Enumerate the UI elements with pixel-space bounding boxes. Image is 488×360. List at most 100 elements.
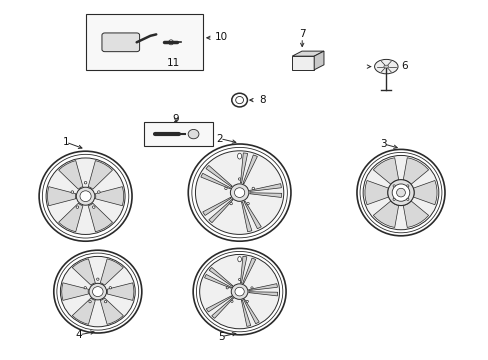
Ellipse shape xyxy=(229,202,232,205)
Ellipse shape xyxy=(188,130,199,139)
Ellipse shape xyxy=(54,250,142,333)
Ellipse shape xyxy=(238,279,240,280)
Polygon shape xyxy=(208,199,232,223)
Ellipse shape xyxy=(84,287,86,289)
Ellipse shape xyxy=(89,301,91,303)
Ellipse shape xyxy=(84,181,87,184)
Polygon shape xyxy=(209,267,232,287)
Polygon shape xyxy=(242,258,255,284)
Text: 1: 1 xyxy=(62,137,69,147)
Polygon shape xyxy=(204,274,231,288)
Polygon shape xyxy=(249,184,281,192)
Ellipse shape xyxy=(250,287,253,289)
Polygon shape xyxy=(403,201,428,228)
Ellipse shape xyxy=(245,300,248,302)
Polygon shape xyxy=(241,202,251,232)
Polygon shape xyxy=(72,298,95,324)
Ellipse shape xyxy=(383,65,388,68)
Ellipse shape xyxy=(92,206,95,208)
Ellipse shape xyxy=(80,191,91,202)
Polygon shape xyxy=(403,158,428,184)
Polygon shape xyxy=(47,186,76,206)
Ellipse shape xyxy=(406,185,408,187)
Ellipse shape xyxy=(109,287,111,289)
Ellipse shape xyxy=(89,283,106,300)
Ellipse shape xyxy=(238,178,241,180)
FancyBboxPatch shape xyxy=(102,33,140,52)
Ellipse shape xyxy=(251,187,254,190)
Ellipse shape xyxy=(237,153,241,159)
Ellipse shape xyxy=(391,184,409,201)
Polygon shape xyxy=(72,259,95,285)
Polygon shape xyxy=(88,203,112,232)
Ellipse shape xyxy=(234,188,244,198)
Text: 4: 4 xyxy=(76,330,82,340)
Polygon shape xyxy=(364,180,388,205)
Ellipse shape xyxy=(230,184,248,201)
Polygon shape xyxy=(88,161,112,189)
Ellipse shape xyxy=(246,202,249,205)
Ellipse shape xyxy=(356,149,444,236)
Ellipse shape xyxy=(195,151,283,234)
Text: 2: 2 xyxy=(216,134,223,144)
Ellipse shape xyxy=(230,300,233,302)
Polygon shape xyxy=(249,193,281,197)
Polygon shape xyxy=(241,300,250,327)
Text: 8: 8 xyxy=(259,95,265,105)
Polygon shape xyxy=(107,283,134,300)
Ellipse shape xyxy=(39,151,132,241)
Polygon shape xyxy=(243,299,259,324)
Text: 5: 5 xyxy=(218,332,224,342)
Ellipse shape xyxy=(76,187,95,205)
Ellipse shape xyxy=(225,287,228,289)
Polygon shape xyxy=(59,203,83,232)
Text: 10: 10 xyxy=(215,32,228,42)
Polygon shape xyxy=(100,298,123,324)
Polygon shape xyxy=(203,197,231,215)
Ellipse shape xyxy=(363,156,438,230)
Bar xyxy=(85,14,203,70)
Ellipse shape xyxy=(188,144,290,241)
Ellipse shape xyxy=(392,198,394,201)
Polygon shape xyxy=(243,155,257,184)
Polygon shape xyxy=(292,56,313,70)
Text: 7: 7 xyxy=(298,29,305,39)
Polygon shape xyxy=(313,51,323,70)
Polygon shape xyxy=(292,51,323,56)
Polygon shape xyxy=(100,259,123,285)
Ellipse shape xyxy=(387,180,413,206)
Ellipse shape xyxy=(392,185,394,187)
Polygon shape xyxy=(240,256,246,283)
Ellipse shape xyxy=(46,158,125,234)
Polygon shape xyxy=(248,292,277,296)
Polygon shape xyxy=(412,180,436,205)
Text: 9: 9 xyxy=(172,114,179,124)
Bar xyxy=(144,122,212,146)
Ellipse shape xyxy=(76,206,79,208)
Ellipse shape xyxy=(193,248,285,335)
Polygon shape xyxy=(372,158,398,184)
Polygon shape xyxy=(205,166,232,187)
Ellipse shape xyxy=(224,187,227,190)
Polygon shape xyxy=(95,186,123,206)
Polygon shape xyxy=(248,284,277,291)
Ellipse shape xyxy=(104,301,106,303)
Polygon shape xyxy=(240,153,247,183)
Polygon shape xyxy=(211,297,233,318)
Polygon shape xyxy=(201,173,230,189)
Ellipse shape xyxy=(199,255,279,329)
Polygon shape xyxy=(244,201,261,229)
Polygon shape xyxy=(61,283,88,300)
Ellipse shape xyxy=(237,257,241,262)
Text: 6: 6 xyxy=(400,60,407,71)
Ellipse shape xyxy=(97,278,99,280)
Ellipse shape xyxy=(406,198,408,201)
Text: 11: 11 xyxy=(166,58,180,68)
Ellipse shape xyxy=(92,287,103,297)
Ellipse shape xyxy=(234,287,244,296)
Polygon shape xyxy=(206,296,231,312)
Ellipse shape xyxy=(231,284,247,300)
Polygon shape xyxy=(372,201,398,228)
Ellipse shape xyxy=(71,191,74,193)
Ellipse shape xyxy=(374,59,397,74)
